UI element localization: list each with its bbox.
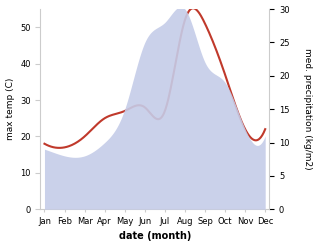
X-axis label: date (month): date (month) [119, 231, 191, 242]
Y-axis label: max temp (C): max temp (C) [5, 78, 15, 140]
Y-axis label: med. precipitation (kg/m2): med. precipitation (kg/m2) [303, 48, 313, 170]
